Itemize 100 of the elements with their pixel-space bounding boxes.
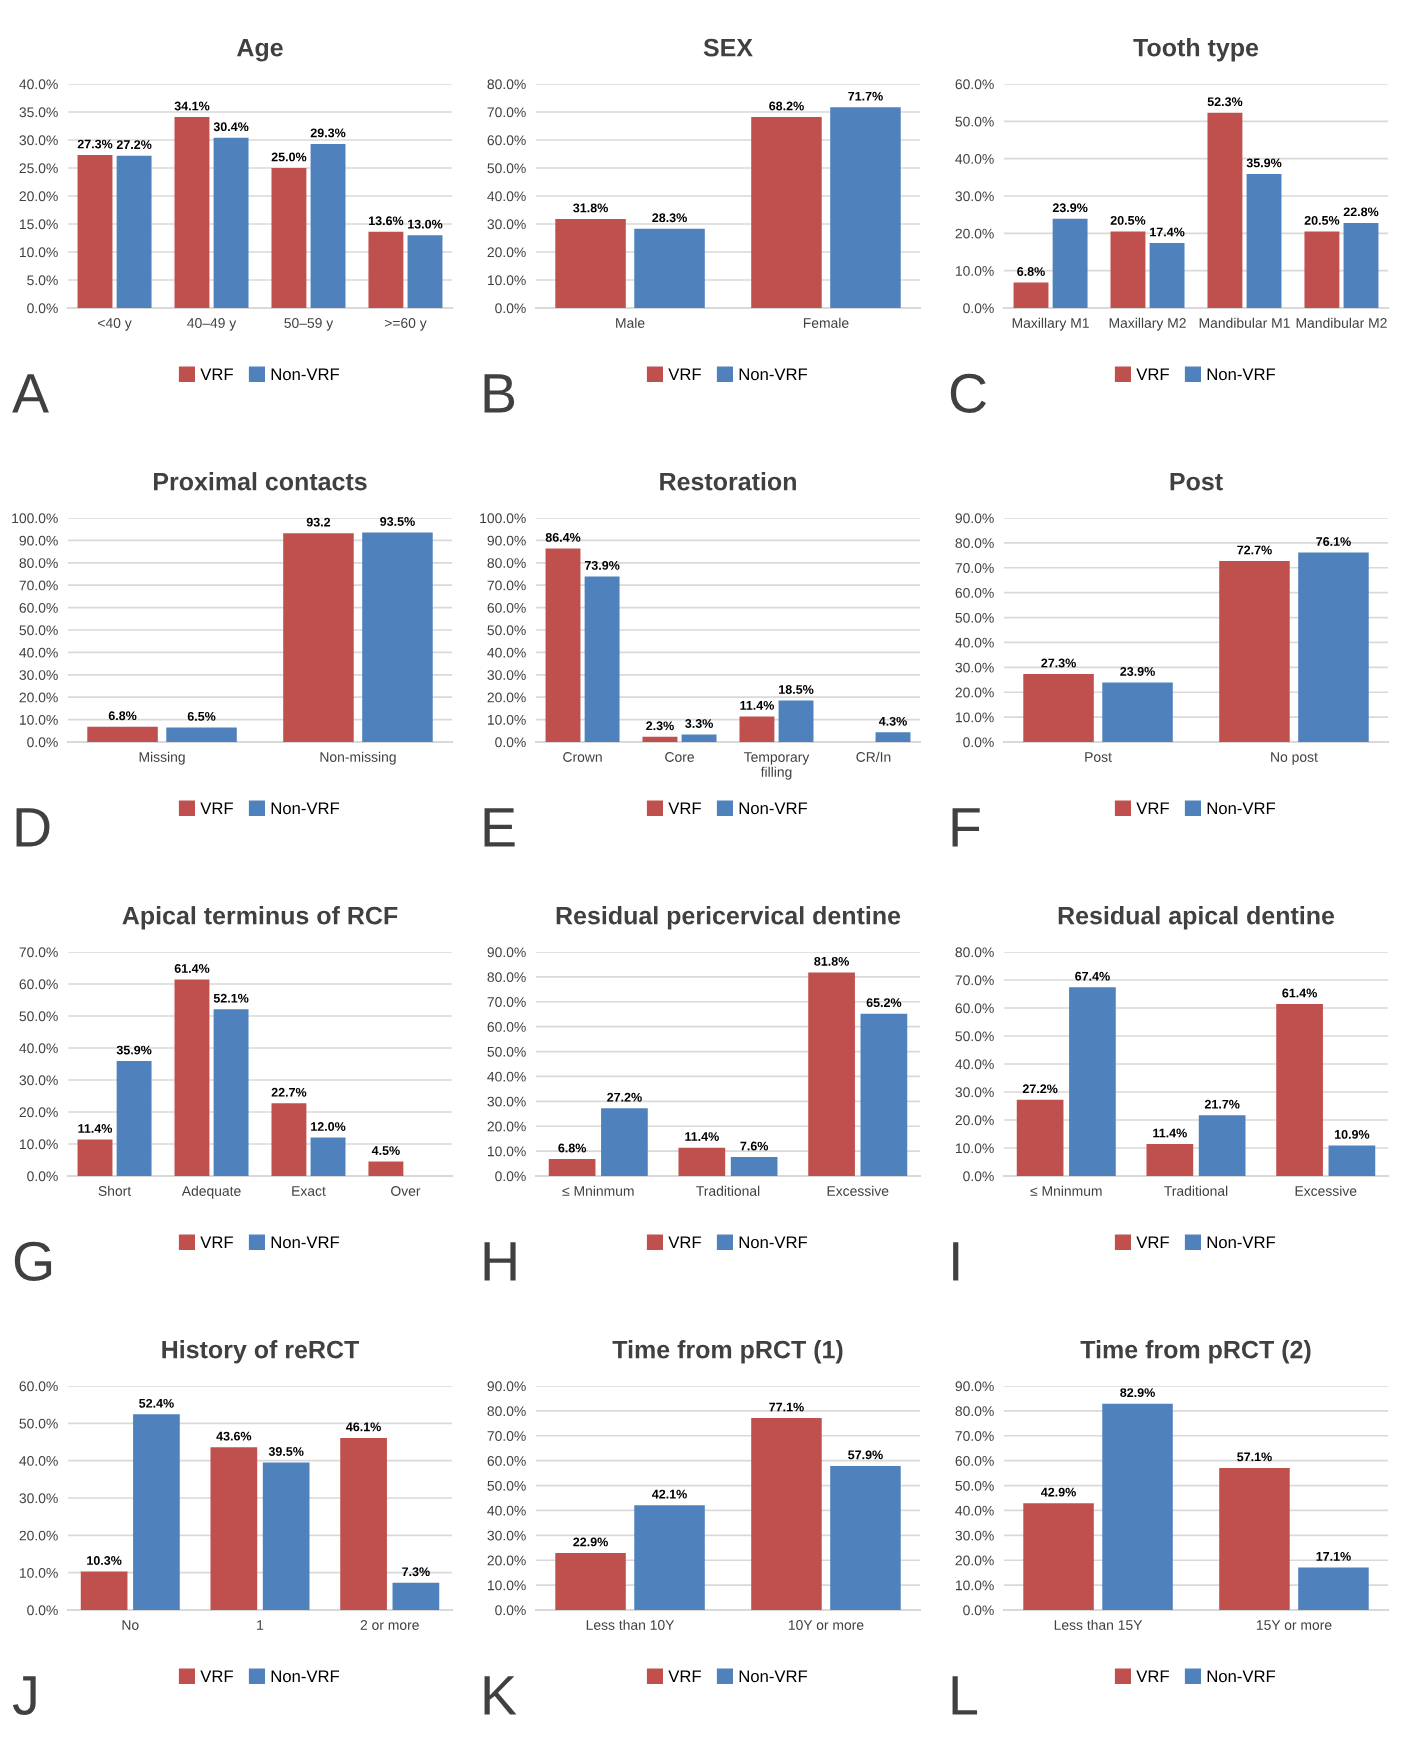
bar bbox=[860, 1013, 908, 1176]
bar bbox=[555, 1553, 626, 1610]
bar bbox=[1146, 1144, 1194, 1176]
bar bbox=[407, 235, 443, 308]
bar bbox=[1276, 1004, 1323, 1176]
bar bbox=[1052, 218, 1088, 308]
text: C bbox=[950, 373, 986, 414]
text: K bbox=[484, 1676, 517, 1715]
chart-title: Time from pRCT (2) bbox=[1080, 1340, 1311, 1364]
bar bbox=[751, 117, 822, 308]
chart-title: SEX bbox=[703, 38, 753, 57]
bar bbox=[174, 117, 210, 308]
bar bbox=[830, 107, 901, 308]
bar bbox=[271, 1103, 307, 1176]
text: B bbox=[484, 374, 515, 413]
bar bbox=[1328, 1145, 1376, 1176]
legend-label: VRF bbox=[668, 1670, 701, 1682]
bar bbox=[310, 1137, 346, 1176]
chart-title: Residual pericervical dentine bbox=[556, 906, 901, 930]
bar bbox=[340, 1437, 387, 1610]
text: J bbox=[12, 1676, 36, 1716]
bar bbox=[362, 532, 433, 742]
bar bbox=[548, 1159, 596, 1176]
legend-label: VRF bbox=[668, 802, 701, 814]
bar bbox=[1102, 1403, 1173, 1610]
bar bbox=[751, 1418, 822, 1610]
text: D bbox=[16, 808, 50, 847]
bar bbox=[1304, 231, 1340, 308]
bar bbox=[77, 1139, 113, 1176]
bar bbox=[77, 155, 113, 308]
legend-label: Non-VRF bbox=[1207, 368, 1276, 381]
text: F bbox=[952, 808, 980, 847]
legend-label: Non-VRF bbox=[739, 1670, 808, 1683]
bar bbox=[681, 734, 717, 742]
bar bbox=[584, 576, 620, 742]
legend-label: Non-VRF bbox=[271, 368, 340, 381]
bar bbox=[634, 1505, 705, 1610]
bar bbox=[87, 726, 158, 742]
chart-title: Post bbox=[1170, 473, 1223, 491]
bar bbox=[166, 727, 237, 742]
legend-label: VRF bbox=[668, 1236, 701, 1248]
chart-title: Proximal contacts bbox=[154, 472, 367, 491]
bar bbox=[392, 1582, 440, 1610]
legend-label: Non-VRF bbox=[271, 1670, 340, 1683]
legend-label: VRF bbox=[200, 1236, 233, 1248]
bar bbox=[1016, 1099, 1064, 1176]
chart-title: Age bbox=[237, 39, 283, 62]
legend-label: VRF bbox=[200, 368, 233, 380]
bar bbox=[271, 168, 307, 308]
bar bbox=[368, 1161, 404, 1176]
bar bbox=[213, 1009, 249, 1176]
text: E bbox=[484, 808, 515, 847]
legend-label: VRF bbox=[200, 1670, 233, 1682]
bar bbox=[1023, 674, 1094, 742]
bar bbox=[262, 1462, 310, 1610]
legend-label: VRF bbox=[200, 802, 233, 814]
legend-label: Non-VRF bbox=[271, 802, 340, 815]
legend-label: VRF bbox=[1136, 368, 1169, 380]
bar bbox=[1343, 222, 1379, 308]
legend-label: Non-VRF bbox=[739, 1236, 808, 1249]
bar bbox=[778, 700, 814, 742]
text: L bbox=[952, 1676, 978, 1715]
bar bbox=[283, 533, 354, 742]
bar bbox=[1023, 1503, 1094, 1610]
chart-title: History of reRCT bbox=[162, 1340, 360, 1364]
chart-title: Residual apical dentine bbox=[1058, 906, 1335, 930]
bar bbox=[116, 155, 152, 308]
bar bbox=[1219, 1467, 1290, 1610]
bar bbox=[642, 736, 678, 742]
bar bbox=[1207, 112, 1243, 308]
legend-label: VRF bbox=[1136, 1670, 1169, 1682]
bar bbox=[875, 732, 911, 742]
bar bbox=[210, 1447, 258, 1610]
bar bbox=[1198, 1115, 1246, 1176]
text: I bbox=[953, 1242, 959, 1281]
bar bbox=[730, 1157, 778, 1176]
bar bbox=[1102, 682, 1173, 742]
legend-label: Non-VRF bbox=[271, 1236, 340, 1249]
bar bbox=[1298, 552, 1369, 742]
bar bbox=[678, 1147, 726, 1176]
bar bbox=[310, 143, 346, 308]
bar bbox=[1069, 987, 1116, 1176]
bar bbox=[830, 1465, 901, 1610]
bar bbox=[739, 716, 775, 742]
bar bbox=[174, 979, 210, 1176]
bar bbox=[213, 137, 249, 308]
bar bbox=[1110, 231, 1146, 308]
bar bbox=[116, 1061, 152, 1176]
legend-label: Non-VRF bbox=[739, 368, 808, 381]
legend-label: Non-VRF bbox=[1207, 1236, 1276, 1249]
text: H bbox=[484, 1242, 516, 1281]
bar bbox=[1013, 282, 1049, 308]
bar bbox=[634, 228, 705, 308]
bar bbox=[80, 1571, 128, 1610]
legend-label: VRF bbox=[668, 368, 701, 380]
bar bbox=[1149, 243, 1185, 308]
chart-title: Apical terminus of RCF bbox=[122, 906, 398, 930]
legend-label: Non-VRF bbox=[1207, 1670, 1276, 1683]
bar bbox=[545, 548, 581, 742]
chart-title: Time from pRCT (1) bbox=[612, 1340, 843, 1364]
